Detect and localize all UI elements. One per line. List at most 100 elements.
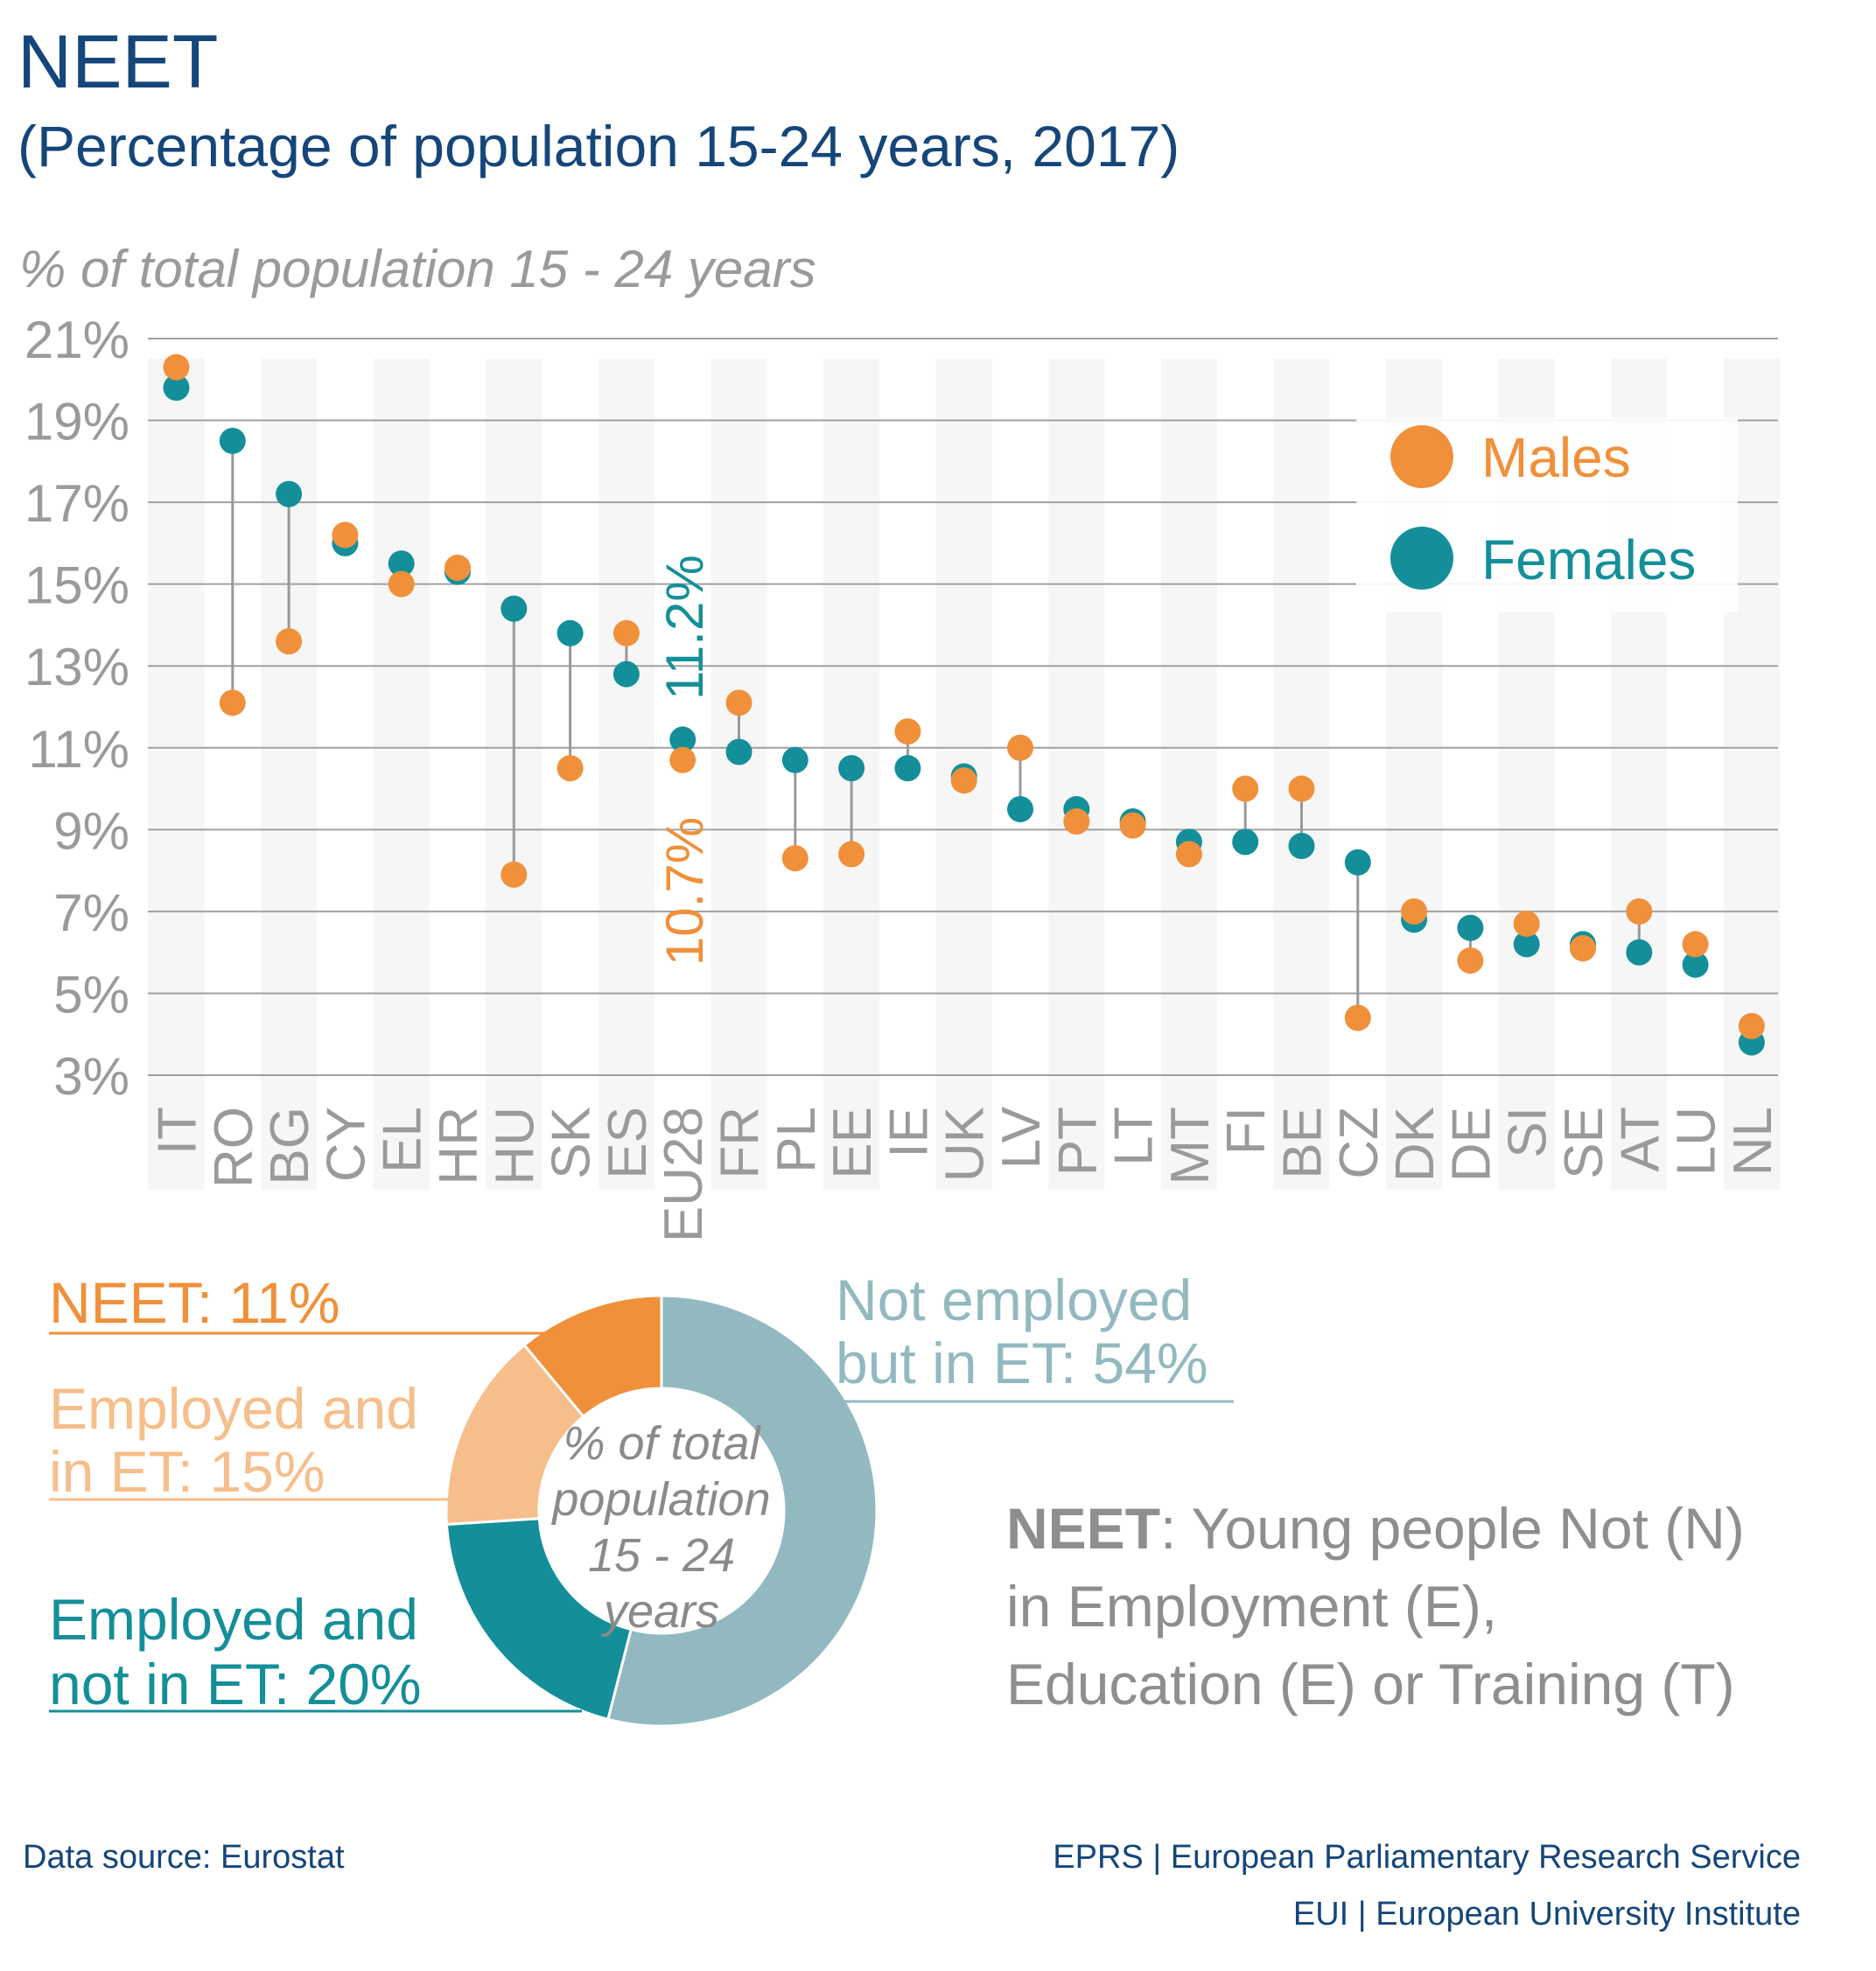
- x-tick-label: EU28: [654, 1107, 714, 1242]
- x-tick-label: BE: [1273, 1107, 1334, 1179]
- y-tick-label: 3%: [53, 1047, 130, 1106]
- definition-text: : Young people Not (N): [1160, 1496, 1745, 1561]
- males-point: [669, 746, 696, 773]
- x-tick-label: RO: [204, 1107, 264, 1188]
- label-neet: NEET: 11%: [49, 1270, 340, 1335]
- x-tick-label: SI: [1498, 1107, 1558, 1158]
- page-title: NEET: [18, 20, 218, 104]
- males-point: [276, 628, 303, 655]
- males-point: [894, 718, 921, 745]
- country-se: [1570, 931, 1596, 961]
- center-label-line: years: [600, 1585, 719, 1638]
- females-point: [1344, 849, 1371, 876]
- y-tick-label: 19%: [24, 393, 130, 451]
- column-bands: [148, 359, 1780, 1190]
- x-tick-label: LV: [991, 1106, 1052, 1169]
- page-subtitle: (Percentage of population 15-24 years, 2…: [18, 114, 1180, 178]
- x-tick-label: BG: [260, 1107, 320, 1185]
- column-band: [710, 359, 767, 1190]
- females-point: [894, 755, 921, 782]
- males-point: [612, 619, 640, 647]
- y-tick-label: 17%: [24, 474, 130, 533]
- column-band: [598, 359, 654, 1190]
- column-band: [1048, 359, 1105, 1190]
- donut-slice-employed-and-not-in-et: [444, 1517, 634, 1722]
- x-tick-label: NL: [1723, 1107, 1783, 1176]
- y-tick-label: 21%: [24, 311, 130, 369]
- y-axis-ticks: 21% 19% 17% 15% 13% 11% 9% 7% 5% 3%: [24, 311, 130, 1106]
- country-lu: [1682, 931, 1709, 978]
- label-not-employed-in-et: but in ET: 54%: [836, 1331, 1208, 1395]
- country-fi: [1232, 775, 1259, 856]
- females-point: [781, 746, 808, 773]
- x-tick-label: AT: [1610, 1107, 1670, 1172]
- data-source: Data source: Eurostat: [23, 1839, 345, 1876]
- country-ee: [838, 755, 865, 868]
- x-tick-label: UK: [935, 1107, 996, 1182]
- x-tick-label: CY: [316, 1107, 376, 1182]
- females-point: [1513, 931, 1540, 958]
- males-point: [1288, 775, 1315, 802]
- x-tick-label: HU: [485, 1107, 545, 1185]
- country-uk: [950, 763, 977, 794]
- females-point: [163, 374, 190, 402]
- donut-slice-neet: [522, 1294, 663, 1419]
- males-point: [500, 861, 528, 888]
- country-el: [388, 550, 415, 598]
- country-sk: [556, 619, 584, 782]
- x-tick-label: IT: [148, 1107, 208, 1155]
- legend-females-marker: [1390, 527, 1453, 590]
- country-cz: [1344, 849, 1371, 1031]
- females-point: [1007, 795, 1033, 822]
- country-es: [612, 619, 640, 688]
- country-hu: [500, 595, 528, 888]
- legend-males-marker: [1390, 425, 1453, 488]
- x-tick-label: DK: [1385, 1107, 1446, 1182]
- label-employed-in-et: in ET: 15%: [49, 1439, 326, 1504]
- x-tick-label: HR: [429, 1107, 489, 1185]
- label-not-employed-in-et: Not employed: [836, 1268, 1192, 1332]
- country-mt: [1175, 828, 1202, 868]
- column-band: [148, 359, 205, 1190]
- credit-eui: EUI | European University Institute: [1293, 1896, 1801, 1933]
- legend: Males Females: [1356, 418, 1738, 612]
- legend-males-label: Males: [1481, 426, 1631, 489]
- x-tick-label: ES: [598, 1107, 658, 1179]
- country-ro: [219, 427, 246, 716]
- donut-center-label: % of total population 15 - 24 years: [550, 1417, 770, 1638]
- males-point: [1626, 898, 1653, 925]
- males-point: [781, 845, 808, 872]
- females-point: [276, 480, 303, 507]
- column-band: [1160, 359, 1217, 1190]
- males-point: [1570, 934, 1596, 961]
- y-tick-label: 5%: [53, 965, 130, 1024]
- males-point: [1232, 775, 1259, 802]
- females-point: [500, 595, 528, 622]
- x-tick-label: SK: [542, 1107, 602, 1179]
- x-tick-label: FR: [710, 1107, 771, 1179]
- definition-line-2: in Employment (E),: [1006, 1574, 1497, 1639]
- males-point: [332, 521, 359, 549]
- country-lt: [1119, 807, 1146, 839]
- males-point: [725, 689, 752, 716]
- x-tick-label: EE: [822, 1107, 883, 1179]
- y-tick-label: 13%: [24, 638, 130, 696]
- y-tick-label: 11%: [28, 720, 130, 779]
- males-point: [556, 755, 584, 782]
- center-label-line: 15 - 24: [588, 1529, 735, 1582]
- males-point: [1063, 807, 1090, 835]
- females-point: [1682, 951, 1709, 978]
- y-tick-label: 7%: [53, 884, 130, 942]
- x-tick-label: CZ: [1329, 1107, 1390, 1179]
- definition-line-3: Education (E) or Training (T): [1006, 1652, 1735, 1716]
- country-pt: [1063, 795, 1090, 835]
- males-point: [1401, 898, 1428, 925]
- definition-line-1: NEET: Young people Not (N): [1006, 1496, 1745, 1561]
- females-point: [1626, 939, 1653, 966]
- donut-slice-not-employed-but-in-et: [606, 1294, 878, 1728]
- males-point: [219, 689, 246, 716]
- x-tick-label: LU: [1667, 1107, 1727, 1176]
- annotation-eu28-males: 10.7%: [655, 817, 714, 966]
- males-point: [444, 554, 471, 581]
- country-cy: [332, 521, 359, 556]
